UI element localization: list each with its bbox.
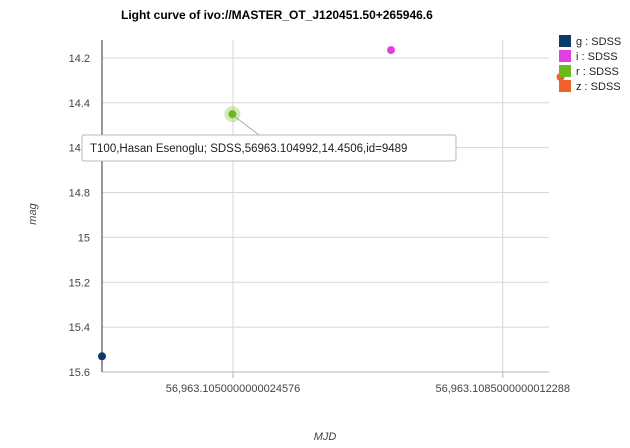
data-points[interactable] — [98, 46, 565, 361]
data-point[interactable] — [387, 46, 396, 55]
data-point[interactable] — [228, 110, 237, 119]
y-tick-label: 14.4 — [69, 98, 90, 110]
legend-label: z : SDSS — [576, 81, 621, 93]
legend-swatch — [559, 65, 571, 77]
legend-item[interactable]: z : SDSS — [559, 80, 621, 93]
legend-swatch — [559, 50, 571, 62]
y-tick-label: 15.2 — [69, 277, 90, 289]
tooltip-text: T100,Hasan Esenoglu; SDSS,56963.104992,1… — [90, 143, 407, 155]
legend-label: r : SDSS — [576, 66, 619, 78]
legend-item[interactable]: g : SDSS — [559, 35, 621, 48]
legend-item[interactable]: r : SDSS — [559, 65, 619, 78]
data-point[interactable] — [98, 352, 106, 361]
y-tick-label: 14.2 — [69, 53, 90, 65]
y-tick-label: 15.4 — [69, 322, 90, 334]
y-tick-label: 15 — [78, 232, 90, 244]
tooltip: T100,Hasan Esenoglu; SDSS,56963.104992,1… — [81, 134, 457, 162]
legend-item[interactable]: i : SDSS — [559, 50, 618, 63]
legend[interactable]: g : SDSS i : SDSS r : SDSS z : SDSS — [559, 35, 621, 93]
tooltip-connector — [235, 116, 261, 137]
tooltip-connector-line — [235, 116, 261, 137]
x-tick-label: 56,963.1050000000024576 — [166, 383, 301, 395]
y-tick-label: 14.8 — [69, 188, 90, 200]
x-tick-label: 56,963.1085000000012288 — [435, 383, 570, 395]
x-axis-tick-labels: 56,963.1050000000024576 56,963.1085000000… — [166, 383, 570, 395]
x-axis-title: MJD — [314, 431, 337, 443]
tooltip-box — [81, 134, 457, 162]
y-tick-label: 15.6 — [69, 367, 90, 379]
legend-label: i : SDSS — [576, 51, 618, 63]
legend-label: g : SDSS — [576, 36, 621, 48]
y-axis-title: mag — [27, 202, 39, 224]
axes — [101, 40, 549, 378]
chart-title: Light curve of ivo://MASTER_OT_J120451.5… — [121, 8, 433, 22]
legend-swatch — [559, 35, 571, 47]
legend-swatch — [559, 80, 571, 92]
grid-lines — [102, 40, 549, 373]
